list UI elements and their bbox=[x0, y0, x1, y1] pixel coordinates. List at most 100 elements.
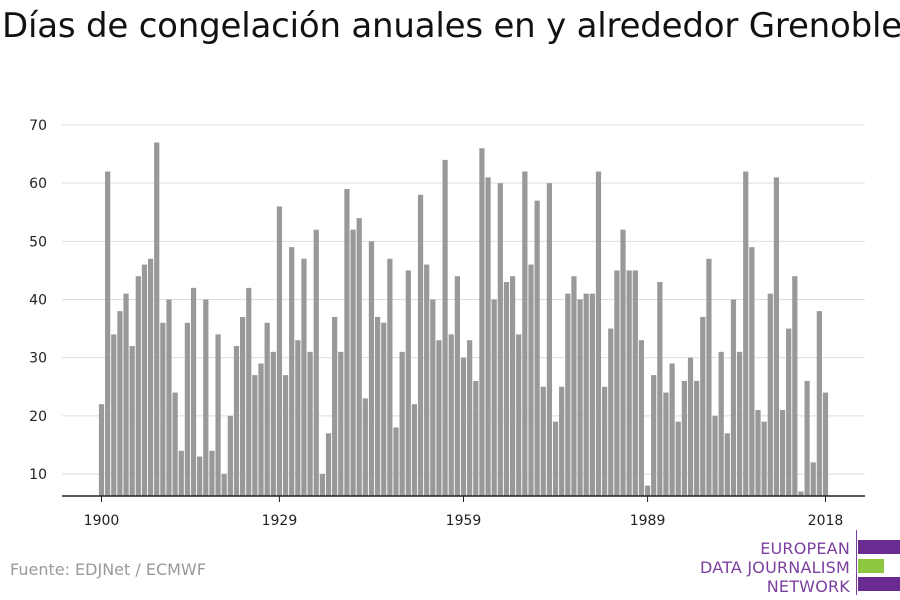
bar-1988 bbox=[638, 340, 645, 496]
bar-1920 bbox=[221, 474, 227, 496]
y-tick-label-30: 30 bbox=[29, 351, 47, 367]
bar-2015 bbox=[804, 380, 810, 496]
bar-1906 bbox=[135, 276, 141, 496]
source-note: Fuente: EDJNet / ECMWF bbox=[10, 560, 206, 579]
logo-bar-middle bbox=[858, 559, 884, 573]
bar-1982 bbox=[602, 386, 608, 496]
x-tick-label-1959: 1959 bbox=[446, 513, 482, 529]
bar-1955 bbox=[436, 340, 442, 496]
bar-1913 bbox=[178, 450, 184, 496]
bar-1914 bbox=[184, 322, 191, 496]
bar-2014 bbox=[798, 491, 804, 496]
bar-1910 bbox=[160, 322, 166, 496]
bar-1926 bbox=[258, 363, 264, 496]
bar-2002 bbox=[724, 433, 730, 496]
bar-1911 bbox=[166, 299, 172, 496]
bar-1998 bbox=[700, 316, 706, 496]
logo-line-data-journalism: DATA JOURNALISM bbox=[700, 558, 850, 577]
bar-1902 bbox=[111, 334, 117, 496]
x-tick-label-1929: 1929 bbox=[262, 513, 298, 529]
bar-1930 bbox=[282, 375, 289, 496]
bar-2016 bbox=[810, 462, 816, 496]
bar-1905 bbox=[129, 346, 135, 496]
bar-1976 bbox=[565, 293, 571, 496]
bar-1922 bbox=[233, 346, 240, 496]
bar-1959 bbox=[460, 357, 467, 496]
bar-1940 bbox=[344, 188, 350, 496]
x-tick-label-1989: 1989 bbox=[630, 513, 666, 529]
bar-1980 bbox=[589, 293, 595, 496]
bar-2011 bbox=[779, 410, 786, 496]
edjnet-logo: EUROPEAN DATA JOURNALISM NETWORK bbox=[700, 530, 900, 596]
bar-1924 bbox=[246, 287, 252, 496]
y-tick-label-10: 10 bbox=[29, 467, 47, 483]
bar-1978 bbox=[577, 299, 583, 496]
bar-2013 bbox=[792, 276, 798, 496]
bar-1951 bbox=[411, 404, 418, 496]
bar-1923 bbox=[240, 316, 246, 496]
bar-1990 bbox=[651, 375, 657, 496]
bar-1971 bbox=[534, 200, 540, 496]
bar-2018 bbox=[822, 392, 829, 496]
bar-1921 bbox=[227, 415, 233, 496]
bar-1972 bbox=[540, 386, 546, 496]
bar-1964 bbox=[491, 299, 497, 496]
bar-1962 bbox=[479, 148, 485, 496]
bar-1925 bbox=[252, 375, 258, 496]
bar-1938 bbox=[332, 316, 338, 496]
bar-1987 bbox=[632, 270, 638, 496]
bar-2012 bbox=[786, 328, 792, 496]
bar-1948 bbox=[393, 427, 399, 496]
bar-1993 bbox=[669, 363, 675, 496]
y-tick-label-60: 60 bbox=[29, 176, 47, 192]
bar-1999 bbox=[706, 258, 712, 496]
bar-1937 bbox=[325, 433, 332, 496]
bar-1981 bbox=[595, 171, 602, 497]
logo-divider bbox=[856, 530, 857, 595]
bar-1933 bbox=[301, 258, 307, 496]
bar-1947 bbox=[387, 258, 393, 496]
bar-1966 bbox=[503, 282, 510, 496]
bar-2003 bbox=[730, 299, 737, 496]
bar-1949 bbox=[399, 351, 405, 496]
bar-1961 bbox=[473, 380, 479, 496]
bar-1931 bbox=[289, 247, 295, 496]
x-tick-label-2018: 2018 bbox=[808, 513, 844, 529]
bar-1942 bbox=[356, 218, 362, 497]
bar-1935 bbox=[313, 229, 319, 496]
bar-1954 bbox=[430, 299, 436, 496]
bar-1946 bbox=[381, 322, 387, 496]
bar-2006 bbox=[749, 247, 755, 496]
bar-1977 bbox=[571, 276, 577, 496]
bar-1904 bbox=[123, 293, 129, 496]
bar-1909 bbox=[154, 142, 160, 496]
bar-1991 bbox=[657, 282, 663, 496]
bar-1919 bbox=[215, 334, 221, 496]
bar-1957 bbox=[448, 334, 454, 496]
logo-line-network: NETWORK bbox=[766, 577, 850, 596]
bar-1917 bbox=[203, 299, 209, 496]
bar-1953 bbox=[424, 264, 430, 496]
bar-2017 bbox=[816, 311, 822, 496]
bar-1908 bbox=[147, 258, 154, 496]
bar-1943 bbox=[362, 398, 368, 496]
logo-line-european: EUROPEAN bbox=[760, 539, 850, 558]
bar-1912 bbox=[172, 392, 178, 496]
bar-1997 bbox=[694, 380, 700, 496]
bar-1985 bbox=[620, 229, 626, 496]
bar-1963 bbox=[485, 177, 491, 496]
bar-1965 bbox=[497, 183, 503, 496]
bar-1929 bbox=[276, 206, 283, 496]
bar-1927 bbox=[264, 322, 270, 496]
bar-1983 bbox=[608, 328, 614, 496]
bar-1932 bbox=[295, 340, 301, 496]
bar-1974 bbox=[552, 421, 559, 496]
y-tick-label-50: 50 bbox=[29, 234, 47, 250]
bar-1934 bbox=[307, 351, 313, 496]
bar-2001 bbox=[718, 351, 724, 496]
bar-2008 bbox=[761, 421, 767, 496]
y-tick-label-70: 70 bbox=[29, 118, 47, 134]
bar-1945 bbox=[374, 316, 381, 496]
bar-2004 bbox=[736, 351, 743, 496]
